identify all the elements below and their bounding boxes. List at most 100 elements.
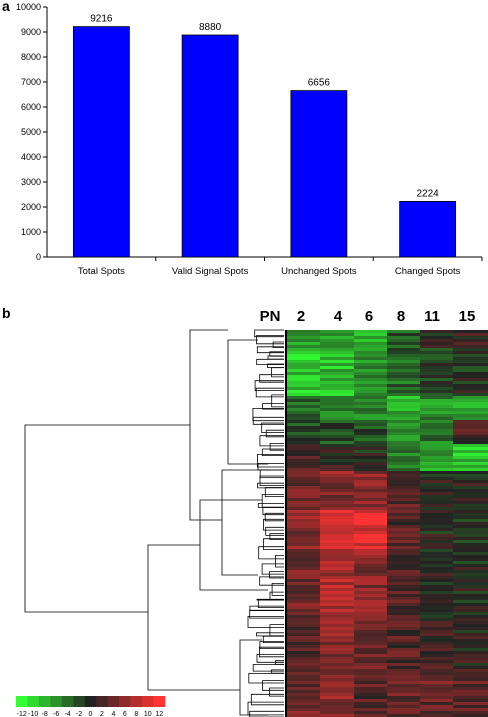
heatmap-cell	[354, 531, 388, 535]
heatmap-cell	[287, 438, 321, 442]
heatmap-cell	[420, 435, 454, 439]
heatmap-cell	[287, 624, 321, 628]
heatmap-cell	[287, 666, 321, 670]
heatmap-cell	[354, 558, 388, 562]
bar-value-label: 8880	[199, 22, 222, 33]
heatmap-cell	[287, 579, 321, 583]
heatmap-cell	[320, 660, 355, 664]
heatmap-cell	[320, 639, 355, 643]
heatmap-cell	[387, 666, 421, 670]
heatmap-cell	[287, 576, 321, 580]
heatmap-cell	[453, 390, 488, 394]
heatmap-cell	[354, 495, 388, 499]
heatmap-cell	[354, 654, 388, 658]
heatmap-cell	[320, 537, 355, 541]
heatmap-cell	[453, 522, 488, 526]
heatmap-cell	[354, 504, 388, 508]
heatmap-cell	[420, 609, 454, 613]
heatmap-cell	[420, 513, 454, 517]
heatmap-cell	[320, 363, 355, 367]
heatmap-cell	[387, 525, 421, 529]
heatmap-cell	[453, 570, 488, 574]
heatmap-cell	[287, 333, 321, 337]
heatmap-cell	[354, 372, 388, 376]
heatmap-cell	[287, 387, 321, 391]
heatmap-cell	[320, 411, 355, 415]
heatmap-cell	[387, 405, 421, 409]
heatmap-cell	[387, 522, 421, 526]
bar	[399, 200, 457, 258]
heatmap-cell	[287, 609, 321, 613]
heatmap-cell	[453, 549, 488, 553]
heatmap-cell	[387, 630, 421, 634]
heatmap-cell	[420, 714, 454, 717]
heatmap-cell	[387, 540, 421, 544]
heatmap-cell	[320, 483, 355, 487]
dendrogram-link	[239, 639, 268, 716]
x-tick-label: Valid Signal Spots	[172, 266, 249, 277]
heatmap-cell	[420, 591, 454, 595]
heatmap-cell	[320, 663, 355, 667]
heatmap-cell	[453, 666, 488, 670]
heatmap-cell	[453, 525, 488, 529]
heatmap-cell	[387, 345, 421, 349]
heatmap-cell	[420, 543, 454, 547]
heatmap-cell	[453, 555, 488, 559]
color-scale-swatch	[50, 696, 63, 707]
heatmap-cell	[453, 561, 488, 565]
heatmap-cell	[320, 510, 355, 514]
dendrogram-leaf-link	[269, 687, 284, 697]
heatmap-cell	[453, 468, 488, 472]
heatmap-cell	[420, 456, 454, 460]
heatmap-cell	[453, 591, 488, 595]
heatmap-cell	[453, 633, 488, 637]
heatmap-cell	[453, 396, 488, 400]
heatmap-cell	[320, 552, 355, 556]
heatmap-cell	[453, 567, 488, 571]
y-tick-label: 0	[36, 252, 41, 262]
heatmap-cell	[387, 369, 421, 373]
color-scale-swatch	[73, 696, 86, 707]
heatmap-cell	[453, 672, 488, 676]
heatmap-cell	[387, 570, 421, 574]
heatmap-cell	[354, 447, 388, 451]
heatmap-cell	[354, 702, 388, 706]
heatmap-cell	[287, 639, 321, 643]
heatmap-cell	[354, 594, 388, 598]
heatmap-cell	[387, 423, 421, 427]
heatmap-cell	[453, 606, 488, 610]
heatmap-cell	[320, 384, 355, 388]
heatmap-cell	[320, 459, 355, 463]
heatmap-cell	[320, 555, 355, 559]
heatmap-cell	[453, 354, 488, 358]
heatmap-cell	[287, 426, 321, 430]
heatmap-cell	[453, 531, 488, 535]
heatmap-cell	[287, 663, 321, 667]
heatmap-cell	[287, 459, 321, 463]
heatmap-cell	[287, 330, 321, 334]
y-tick-label: 10000	[16, 2, 41, 12]
heatmap-cell	[320, 486, 355, 490]
color-scale-swatch	[27, 696, 40, 707]
dendrogram-leaf-link	[259, 374, 284, 383]
heatmap-cell	[420, 414, 454, 418]
heatmap-cell	[420, 441, 454, 445]
heatmap-cell	[354, 543, 388, 547]
heatmap-cell	[320, 381, 355, 385]
color-scale-label: 8	[134, 711, 138, 717]
heatmap-cell	[320, 336, 355, 340]
heatmap-cell	[387, 504, 421, 508]
heatmap-cell	[354, 627, 388, 631]
heatmap-cell	[387, 519, 421, 523]
heatmap-cell	[320, 372, 355, 376]
heatmap-cell	[453, 564, 488, 568]
heatmap-cell	[387, 633, 421, 637]
dendrogram-leaf-link	[258, 546, 284, 560]
dendrogram-leaf-link	[254, 380, 284, 391]
heatmap-cell	[420, 621, 454, 625]
heatmap-cell	[453, 393, 488, 397]
dendrogram-leaf-link	[269, 533, 284, 540]
heatmap-cell	[453, 675, 488, 679]
heatmap-cell	[287, 570, 321, 574]
color-scale-swatch	[153, 696, 166, 707]
